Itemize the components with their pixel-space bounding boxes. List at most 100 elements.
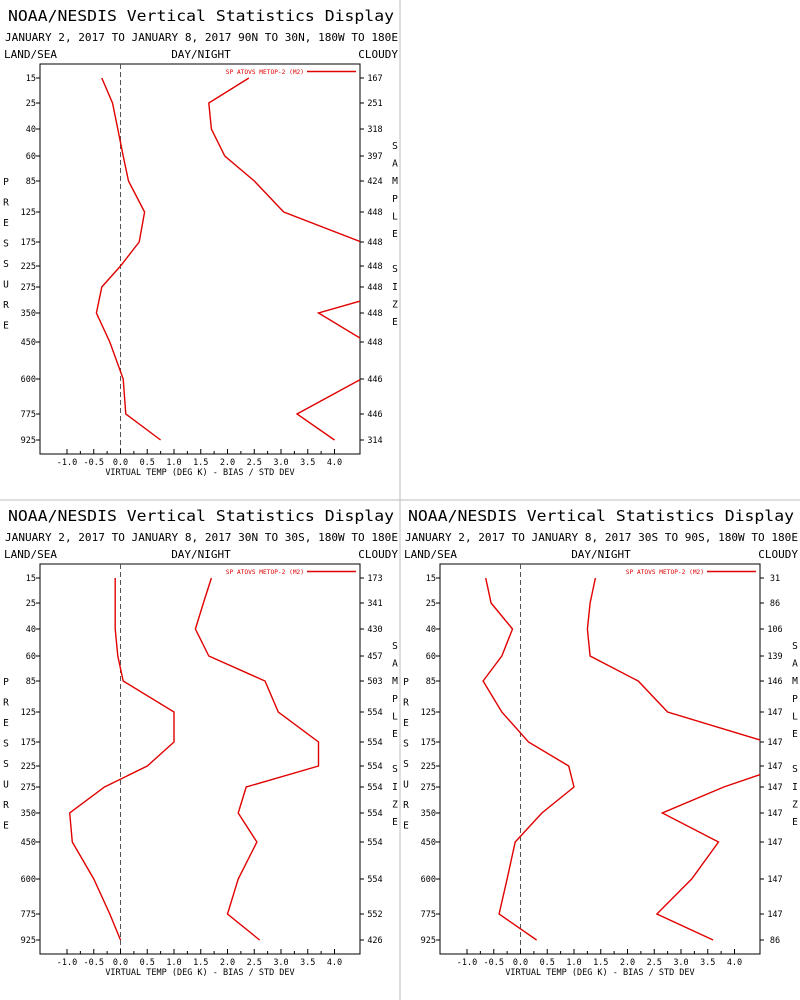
pressure-level-label: 925 bbox=[421, 936, 436, 946]
sample-size-label: 86 bbox=[770, 936, 780, 946]
x-tick-label: 3.5 bbox=[700, 958, 715, 968]
x-tick-label: 3.0 bbox=[273, 958, 288, 968]
pressure-level-label: 925 bbox=[21, 436, 36, 446]
x-tick-label: 1.5 bbox=[593, 958, 608, 968]
bias-series-line bbox=[482, 577, 575, 941]
sample-size-label: 448 bbox=[367, 208, 382, 218]
chart-panel: NOAA/NESDIS Vertical Statistics Display J… bbox=[3, 7, 398, 478]
std-dev-series-line bbox=[194, 577, 320, 941]
sample-size-label: 147 bbox=[767, 838, 782, 848]
pressure-level-label: 275 bbox=[21, 283, 36, 293]
x-tick-label: 2.0 bbox=[220, 458, 235, 468]
sample-size-label: 554 bbox=[367, 783, 382, 793]
x-tick-label: 1.0 bbox=[166, 958, 181, 968]
pressure-level-label: 775 bbox=[21, 910, 36, 920]
sample-size-label: 426 bbox=[367, 936, 382, 946]
x-tick-label: -1.0 bbox=[457, 958, 477, 968]
pressure-level-label: 175 bbox=[21, 238, 36, 248]
x-tick-label: -1.0 bbox=[57, 458, 77, 468]
sample-size-label: 173 bbox=[367, 574, 382, 584]
pressure-level-label: 350 bbox=[421, 809, 436, 819]
x-tick-label: -0.5 bbox=[84, 958, 104, 968]
pressure-level-label: 125 bbox=[421, 708, 436, 718]
pressure-level-label: 175 bbox=[21, 738, 36, 748]
chart-subtitle: JANUARY 2, 2017 TO JANUARY 8, 2017 90N T… bbox=[5, 31, 398, 44]
x-tick-label: 2.5 bbox=[247, 458, 262, 468]
corner-label-right: CLOUDY bbox=[358, 48, 398, 61]
pressure-level-label: 60 bbox=[26, 652, 36, 662]
x-tick-label: 3.0 bbox=[673, 958, 688, 968]
corner-label-right: CLOUDY bbox=[758, 548, 798, 561]
sample-size-label: 430 bbox=[367, 625, 382, 635]
corner-label-left: LAND/SEA bbox=[4, 48, 57, 61]
pressure-level-label: 15 bbox=[426, 574, 436, 584]
sample-size-label: 86 bbox=[770, 599, 780, 609]
x-tick-label: 3.0 bbox=[273, 458, 288, 468]
pressure-level-label: 225 bbox=[21, 262, 36, 272]
sample-size-label: 139 bbox=[767, 652, 782, 662]
x-tick-label: 2.0 bbox=[620, 958, 635, 968]
sample-size-label: 318 bbox=[367, 125, 382, 135]
legend-label: SP ATOVS METOP-2 (M2) bbox=[226, 69, 304, 76]
chart-subtitle: JANUARY 2, 2017 TO JANUARY 8, 2017 30N T… bbox=[5, 531, 398, 544]
pressure-level-label: 25 bbox=[426, 599, 436, 609]
pressure-level-label: 450 bbox=[421, 838, 436, 848]
sample-size-label: 554 bbox=[367, 738, 382, 748]
pressure-level-label: 15 bbox=[26, 74, 36, 84]
pressure-level-label: 775 bbox=[421, 910, 436, 920]
pressure-level-label: 350 bbox=[21, 309, 36, 319]
sample-size-label: 554 bbox=[367, 875, 382, 885]
x-tick-label: 2.5 bbox=[647, 958, 662, 968]
x-tick-label: 0.5 bbox=[140, 458, 155, 468]
sample-size-label: 446 bbox=[367, 375, 382, 385]
sample-size-label: 448 bbox=[367, 309, 382, 319]
pressure-level-label: 40 bbox=[426, 625, 436, 635]
x-tick-label: 2.0 bbox=[220, 958, 235, 968]
sample-size-label: 147 bbox=[767, 910, 782, 920]
sample-size-label: 448 bbox=[367, 338, 382, 348]
sample-size-label: 424 bbox=[367, 177, 382, 187]
bias-series-line bbox=[68, 578, 175, 941]
x-tick-label: 3.5 bbox=[300, 958, 315, 968]
x-tick-label: 4.0 bbox=[327, 958, 342, 968]
x-tick-label: 0.5 bbox=[540, 958, 555, 968]
chart-title: NOAA/NESDIS Vertical Statistics Display bbox=[8, 507, 394, 525]
pressure-level-label: 175 bbox=[421, 738, 436, 748]
x-axis-label: VIRTUAL TEMP (DEG K) - BIAS / STD DEV bbox=[505, 968, 694, 978]
pressure-level-label: 40 bbox=[26, 125, 36, 135]
pressure-level-label: 15 bbox=[26, 574, 36, 584]
pressure-level-label: 450 bbox=[21, 338, 36, 348]
pressure-level-label: 125 bbox=[21, 708, 36, 718]
sample-size-label: 147 bbox=[767, 708, 782, 718]
sample-size-label: 106 bbox=[767, 625, 782, 635]
x-tick-label: 0.0 bbox=[513, 958, 528, 968]
chart-subtitle: JANUARY 2, 2017 TO JANUARY 8, 2017 30S T… bbox=[405, 531, 798, 544]
plot-frame bbox=[439, 563, 761, 955]
pressure-level-label: 25 bbox=[26, 99, 36, 109]
x-tick-label: -1.0 bbox=[57, 958, 77, 968]
chart-panel: NOAA/NESDIS Vertical Statistics Display J… bbox=[3, 507, 398, 978]
pressure-level-label: 85 bbox=[26, 177, 36, 187]
sample-size-label: 146 bbox=[767, 677, 782, 687]
sample-size-label: 147 bbox=[767, 809, 782, 819]
pressure-level-label: 450 bbox=[21, 838, 36, 848]
x-tick-label: -0.5 bbox=[84, 458, 104, 468]
sample-size-label: 554 bbox=[367, 708, 382, 718]
sample-size-label: 446 bbox=[367, 410, 382, 420]
pressure-level-label: 85 bbox=[26, 677, 36, 687]
corner-label-center: DAY/NIGHT bbox=[171, 48, 231, 61]
sample-size-label: 554 bbox=[367, 838, 382, 848]
x-tick-label: 0.5 bbox=[140, 958, 155, 968]
x-tick-label: 2.5 bbox=[247, 958, 262, 968]
x-tick-label: 3.5 bbox=[300, 458, 315, 468]
plot-frame bbox=[39, 63, 361, 455]
std-dev-series-line bbox=[208, 77, 360, 441]
pressure-level-label: 225 bbox=[421, 762, 436, 772]
sample-size-label: 314 bbox=[367, 436, 382, 446]
sample-size-label: 448 bbox=[367, 238, 382, 248]
x-tick-label: 1.5 bbox=[193, 958, 208, 968]
sample-size-label: 552 bbox=[367, 910, 382, 920]
